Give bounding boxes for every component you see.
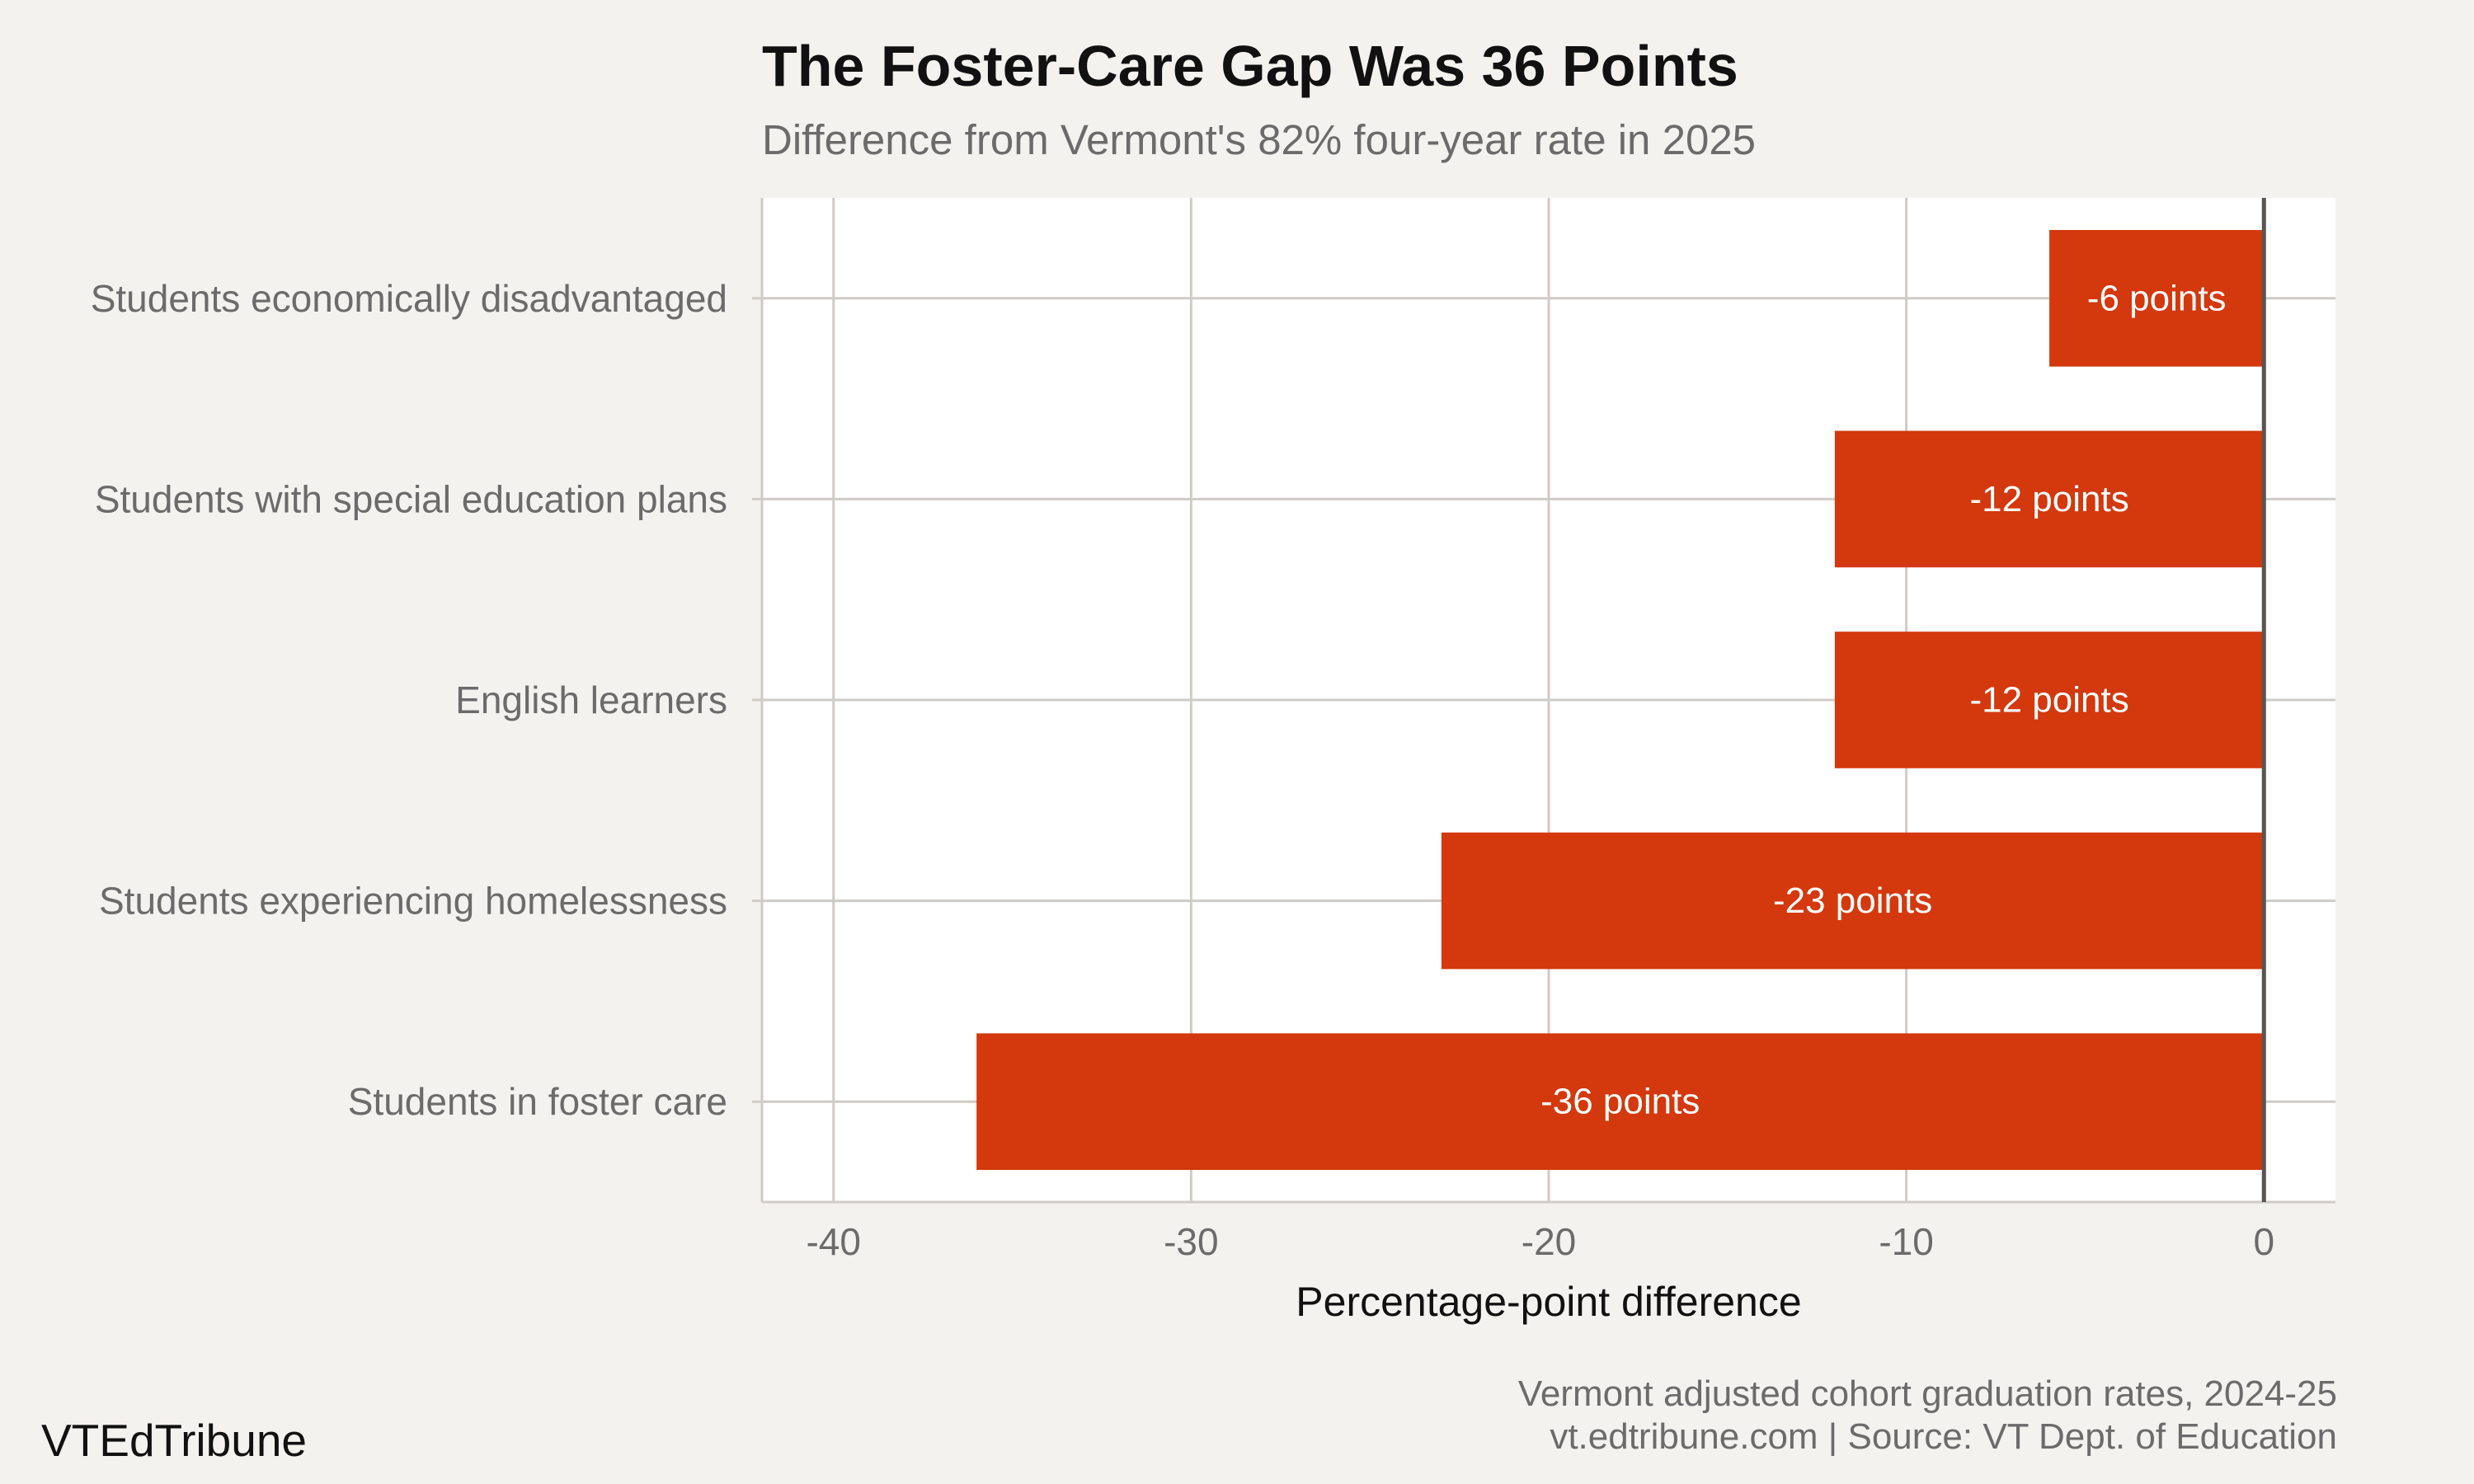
y-tick-label: Students experiencing homelessness [99,880,727,923]
x-tick-label: -10 [1879,1220,1933,1263]
bar-value-label: -6 points [2087,278,2227,318]
y-tick-label: English learners [455,679,727,721]
x-tick-label: -40 [806,1220,860,1263]
bar [1441,832,2265,970]
x-axis-title: Percentage-point difference [1296,1279,1801,1325]
source-note-line-1: Vermont adjusted cohort graduation rates… [1517,1374,2337,1414]
source-note-line-2: vt.edtribune.com | Source: VT Dept. of E… [1550,1416,2337,1457]
source-note: Vermont adjusted cohort graduation rates… [1518,1373,2337,1458]
y-tick-label: Students with special education plans [95,477,727,520]
bar [2049,229,2265,367]
chart-subtitle: Difference from Vermont's 82% four-year … [762,116,1757,163]
bar [1834,632,2265,768]
bar [1834,430,2265,568]
y-tick-label: Students economically disadvantaged [91,277,727,320]
bar-value-label: -12 points [1969,479,2128,519]
bar-value-label: -23 points [1773,881,1932,921]
y-tick-label: Students in foster care [348,1080,727,1123]
bar-value-label: -12 points [1969,680,2128,721]
x-tick-label: -30 [1164,1220,1218,1263]
bar [976,1033,2265,1171]
brand-logo-text: VTEdTribune [41,1415,307,1466]
x-tick-label: -20 [1522,1220,1576,1263]
bar-value-label: -36 points [1540,1082,1700,1122]
x-tick-label: 0 [2253,1220,2274,1263]
chart-title: The Foster-Care Gap Was 36 Points [762,34,1738,98]
